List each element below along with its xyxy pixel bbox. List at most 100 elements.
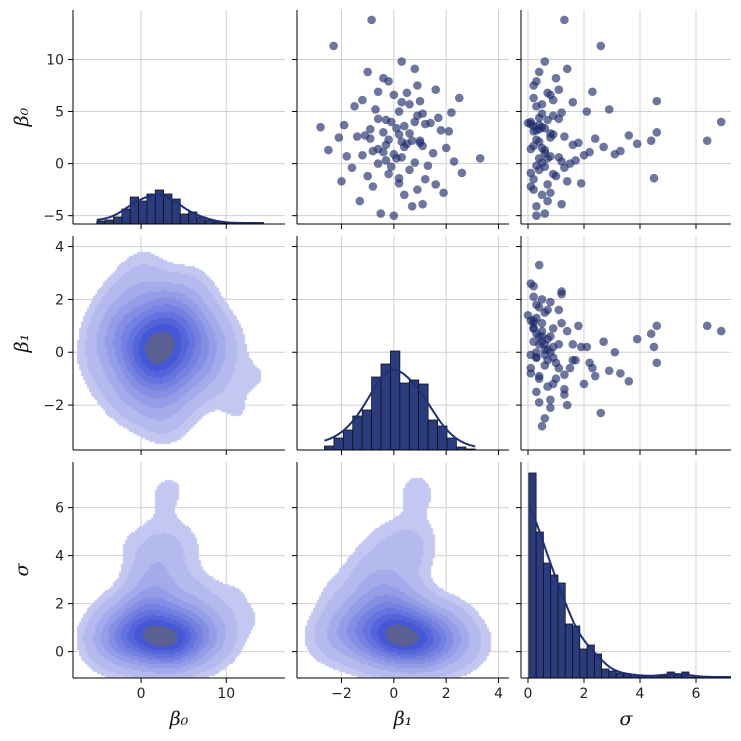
scatter-point — [610, 347, 620, 357]
scatter-point — [624, 377, 634, 386]
scatter-point — [596, 41, 606, 51]
x-tick-label: −2 — [331, 686, 352, 702]
scatter-point — [537, 318, 547, 328]
scatter-point — [537, 99, 547, 109]
scatter-point — [624, 131, 634, 140]
scatter-point — [529, 185, 538, 194]
scatter-point — [588, 87, 597, 97]
y-tick-label: 4 — [55, 549, 64, 565]
scatter-point — [447, 108, 456, 117]
scatter-point — [548, 324, 558, 333]
scatter-point — [616, 369, 625, 378]
scatter-point — [413, 81, 422, 90]
scatter-point — [560, 384, 569, 394]
scatter-point — [428, 148, 438, 158]
panel-beta0-vs-beta1 — [292, 10, 509, 229]
scatter-point — [596, 408, 606, 418]
scatter-point — [410, 117, 420, 127]
scatter-point — [579, 150, 589, 160]
scatter-point — [384, 77, 393, 86]
scatter-point — [434, 113, 443, 123]
scatter-point — [546, 90, 555, 100]
scatter-point — [423, 161, 433, 170]
scatter-point — [702, 321, 712, 331]
y-tick-label: 2 — [55, 292, 64, 308]
panel-content — [73, 462, 285, 678]
scatter-point — [546, 152, 555, 161]
scatter-point — [546, 297, 555, 307]
scatter-point — [444, 127, 454, 136]
scatter-point — [652, 128, 662, 137]
scatter-point — [543, 196, 552, 206]
scatter-point — [368, 182, 378, 191]
histogram-bar — [113, 216, 123, 224]
scatter-point — [632, 139, 642, 149]
scatter-point — [543, 115, 552, 125]
scatter-point — [355, 196, 365, 206]
scatter-point — [526, 119, 536, 129]
scatter-point — [576, 179, 586, 188]
scatter-point — [582, 107, 592, 116]
scatter-point — [342, 152, 352, 161]
y-tick-label: 0 — [55, 645, 64, 661]
scatter-point — [394, 107, 404, 116]
scatter-point — [420, 174, 430, 184]
scatter-point — [543, 355, 552, 365]
scatter-point — [389, 149, 399, 159]
histogram-bar — [579, 648, 588, 678]
scatter-point — [532, 211, 541, 220]
scatter-point — [546, 188, 555, 198]
y-tick-label: 2 — [55, 597, 64, 613]
histogram-bar — [528, 472, 537, 678]
scatter-point — [599, 337, 608, 346]
scatter-point — [571, 355, 580, 365]
scatter-point — [358, 150, 367, 160]
y-axis-label-sigma: σ — [11, 562, 33, 576]
y-tick-label: 6 — [55, 501, 64, 517]
scatter-point — [551, 73, 561, 83]
panel-content — [527, 472, 731, 678]
scatter-point — [649, 342, 659, 352]
scatter-point — [554, 305, 564, 315]
scatter-point — [574, 138, 583, 148]
scatter-point — [590, 371, 600, 381]
scatter-point — [402, 139, 412, 149]
scatter-point — [431, 85, 441, 94]
scatter-point — [649, 173, 659, 183]
scatter-point — [568, 340, 578, 349]
scatter-point — [546, 403, 555, 413]
scatter-point — [534, 124, 544, 134]
scatter-point — [534, 67, 544, 77]
histogram-bar — [333, 437, 344, 450]
x-tick-label: 4 — [636, 686, 645, 702]
histogram-bar — [543, 562, 552, 678]
scatter-point — [537, 421, 547, 431]
scatter-point — [652, 96, 662, 106]
scatter-point — [358, 95, 367, 105]
scatter-point — [537, 332, 547, 341]
scatter-point — [546, 395, 555, 405]
scatter-point — [560, 15, 569, 25]
scatter-point — [532, 347, 541, 357]
scatter-point — [436, 125, 446, 135]
kde-contour-fill — [73, 462, 285, 678]
scatter-point — [616, 146, 625, 156]
scatter-point — [371, 105, 380, 114]
scatter-point — [449, 157, 459, 166]
scatter-point — [337, 177, 346, 186]
scatter-point — [652, 358, 662, 368]
scatter-point — [420, 119, 430, 129]
panel-sigma-vs-sigma: 0 2 4 6 — [516, 462, 731, 702]
histogram-bar — [427, 419, 438, 450]
histogram-bar — [390, 350, 401, 450]
x-tick-label: 4 — [494, 686, 503, 702]
y-tick-label: −5 — [43, 209, 64, 225]
scatter-point — [400, 121, 409, 131]
scatter-point — [574, 321, 583, 331]
scatter-point — [367, 15, 376, 25]
panel-beta1-vs-beta1 — [292, 236, 509, 455]
scatter-point — [532, 201, 541, 211]
scatter-point — [562, 400, 572, 410]
y-tick-label: 10 — [46, 52, 64, 68]
kde-contour-area — [73, 236, 285, 450]
